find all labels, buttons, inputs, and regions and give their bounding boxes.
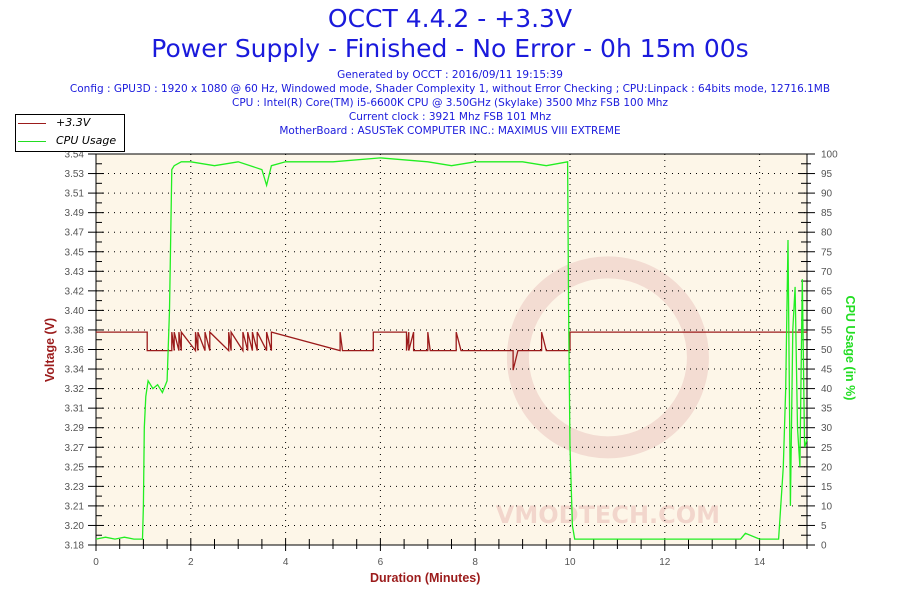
y-right-tick-label: 15 — [821, 482, 833, 493]
y-right-tick-label: 70 — [821, 267, 833, 278]
legend-label-voltage: +3.3V — [56, 116, 91, 129]
y-left-tick-label: 3.32 — [65, 384, 85, 395]
legend-item-cpu: CPU Usage — [16, 133, 124, 150]
chart-subtitle: Power Supply - Finished - No Error - 0h … — [151, 34, 749, 63]
x-tick-label: 0 — [93, 557, 99, 568]
y-left-tick-label: 3.45 — [65, 247, 85, 258]
y-left-tick-label: 3.18 — [65, 541, 85, 552]
clock-info: Current clock : 3921 Mhz FSB 101 Mhz — [348, 111, 552, 123]
y-left-tick-label: 3.36 — [65, 345, 85, 356]
y-left-tick-label: 3.34 — [65, 365, 85, 376]
cpu-usage-series-line — [95, 157, 808, 540]
y-left-axis-title: Voltage (V) — [43, 317, 57, 383]
legend-swatch-cpu — [18, 141, 46, 142]
y-left-tick-label: 3.31 — [65, 404, 85, 415]
y-right-axis-title: CPU Usage (in %) — [843, 295, 857, 401]
y-right-tick-label: 65 — [821, 286, 833, 297]
y-left-tick-label: 3.42 — [65, 286, 85, 297]
watermark: VMODTECH.COM — [496, 501, 720, 529]
y-left-tick-label: 3.20 — [65, 521, 85, 532]
y-right-tick-label: 25 — [821, 443, 833, 454]
x-tick-label: 4 — [283, 557, 289, 568]
y-left-tick-label: 3.27 — [65, 443, 85, 454]
y-right-tick-label: 10 — [821, 501, 833, 512]
y-left-tick-label: 3.51 — [65, 189, 85, 200]
motherboard-info: MotherBoard : ASUSTeK COMPUTER INC.: MAX… — [279, 125, 621, 137]
y-left-tick-label: 3.54 — [65, 150, 85, 161]
legend-swatch-voltage — [18, 123, 46, 124]
x-tick-label: 10 — [564, 557, 576, 568]
y-right-tick-label: 45 — [821, 365, 833, 376]
y-left-tick-label: 3.40 — [65, 306, 85, 317]
y-right-tick-label: 95 — [821, 169, 833, 180]
config-info: Config : GPU3D : 1920 x 1080 @ 60 Hz, Wi… — [69, 83, 831, 95]
y-right-tick-label: 90 — [821, 189, 833, 200]
y-left-tick-label: 3.25 — [65, 462, 85, 473]
y-right-tick-label: 100 — [821, 150, 838, 161]
y-right-tick-label: 75 — [821, 247, 833, 258]
y-right-tick-label: 35 — [821, 404, 833, 415]
y-right-tick-label: 5 — [821, 521, 827, 532]
y-left-tick-label: 3.49 — [65, 208, 85, 219]
y-left-tick-label: 3.43 — [65, 267, 85, 278]
cpu-info: CPU : Intel(R) Core(TM) i5-6600K CPU @ 3… — [232, 97, 668, 109]
y-left-tick-label: 3.21 — [65, 501, 85, 512]
x-tick-label: 14 — [754, 557, 766, 568]
watermark-logo — [506, 256, 709, 459]
generated-info: Generated by OCCT : 2016/09/11 19:15:39 — [337, 69, 563, 81]
y-right-tick-label: 0 — [821, 541, 827, 552]
x-tick-label: 8 — [472, 557, 478, 568]
legend-label-cpu: CPU Usage — [56, 134, 117, 147]
x-tick-label: 6 — [378, 557, 384, 568]
voltage-series-line — [96, 329, 807, 371]
y-left-tick-label: 3.47 — [65, 228, 85, 239]
chart-legend: +3.3V CPU Usage — [15, 114, 125, 152]
y-right-tick-label: 40 — [821, 384, 833, 395]
x-axis-title: Duration (Minutes) — [370, 571, 481, 585]
y-right-tick-label: 60 — [821, 306, 833, 317]
y-right-tick-label: 85 — [821, 208, 833, 219]
y-right-tick-label: 55 — [821, 325, 833, 336]
y-left-tick-label: 3.53 — [65, 169, 85, 180]
chart-title: OCCT 4.4.2 - +3.3V — [327, 4, 573, 33]
y-right-tick-label: 50 — [821, 345, 833, 356]
y-left-tick-label: 3.29 — [65, 423, 85, 434]
y-left-tick-label: 3.38 — [65, 325, 85, 336]
y-right-tick-label: 20 — [821, 462, 833, 473]
x-tick-label: 12 — [659, 557, 671, 568]
x-tick-label: 2 — [188, 557, 194, 568]
y-right-tick-label: 30 — [821, 423, 833, 434]
y-left-tick-label: 3.23 — [65, 482, 85, 493]
y-right-tick-label: 80 — [821, 228, 833, 239]
legend-item-voltage: +3.3V — [16, 115, 124, 132]
